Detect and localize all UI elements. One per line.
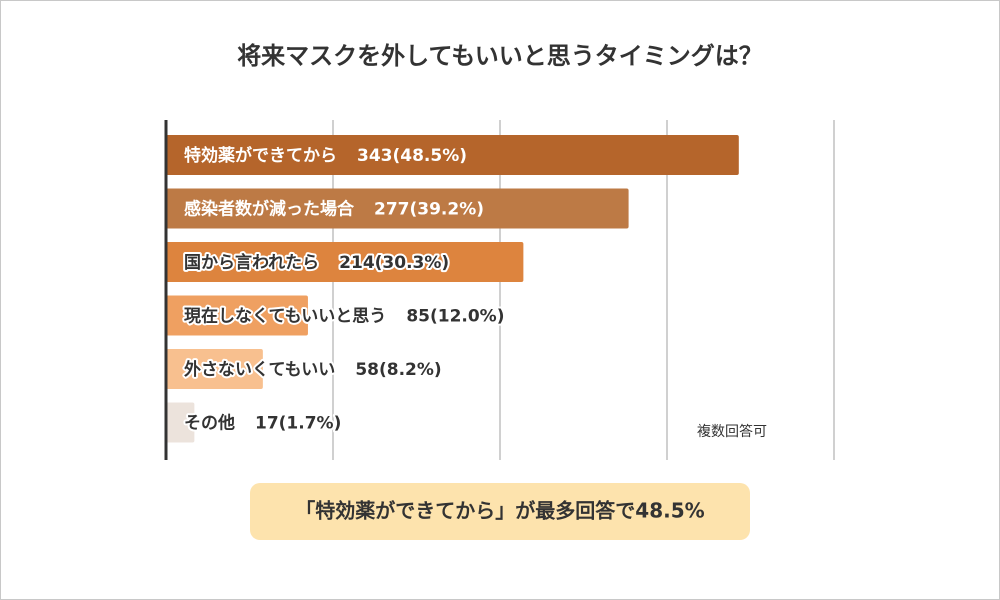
value-label: 58(8.2%) — [355, 360, 441, 380]
bar — [166, 188, 629, 229]
value-label: 85(12.0%) — [406, 307, 504, 327]
chart-title: 将来マスクを外してもいいと思うタイミングは？ — [237, 42, 763, 70]
bar — [166, 402, 195, 443]
bar — [166, 135, 739, 175]
summary: 「特効薬ができてから」が最多回答で48.5% — [295, 499, 704, 523]
value-label: 277(39.2%) — [374, 200, 484, 220]
category-label: 国から言われたら — [184, 252, 319, 273]
value-label: 343(48.5%) — [357, 146, 467, 166]
value-label: 214(30.3%) — [339, 253, 449, 273]
category-label: その他 — [184, 413, 235, 434]
category-label: 特効薬ができてから — [184, 145, 337, 166]
category-label: 現在しなくてもいいと思う — [184, 306, 386, 327]
bar — [166, 349, 263, 389]
annotation: 複数回答可 — [697, 423, 767, 440]
bar — [166, 242, 524, 282]
category-label: 感染者数が減った場合 — [184, 199, 355, 220]
category-label: 外さないくてもいい — [184, 359, 335, 380]
value-label: 17(1.7%) — [255, 414, 341, 434]
bar — [166, 295, 308, 336]
summary-box — [250, 483, 750, 540]
